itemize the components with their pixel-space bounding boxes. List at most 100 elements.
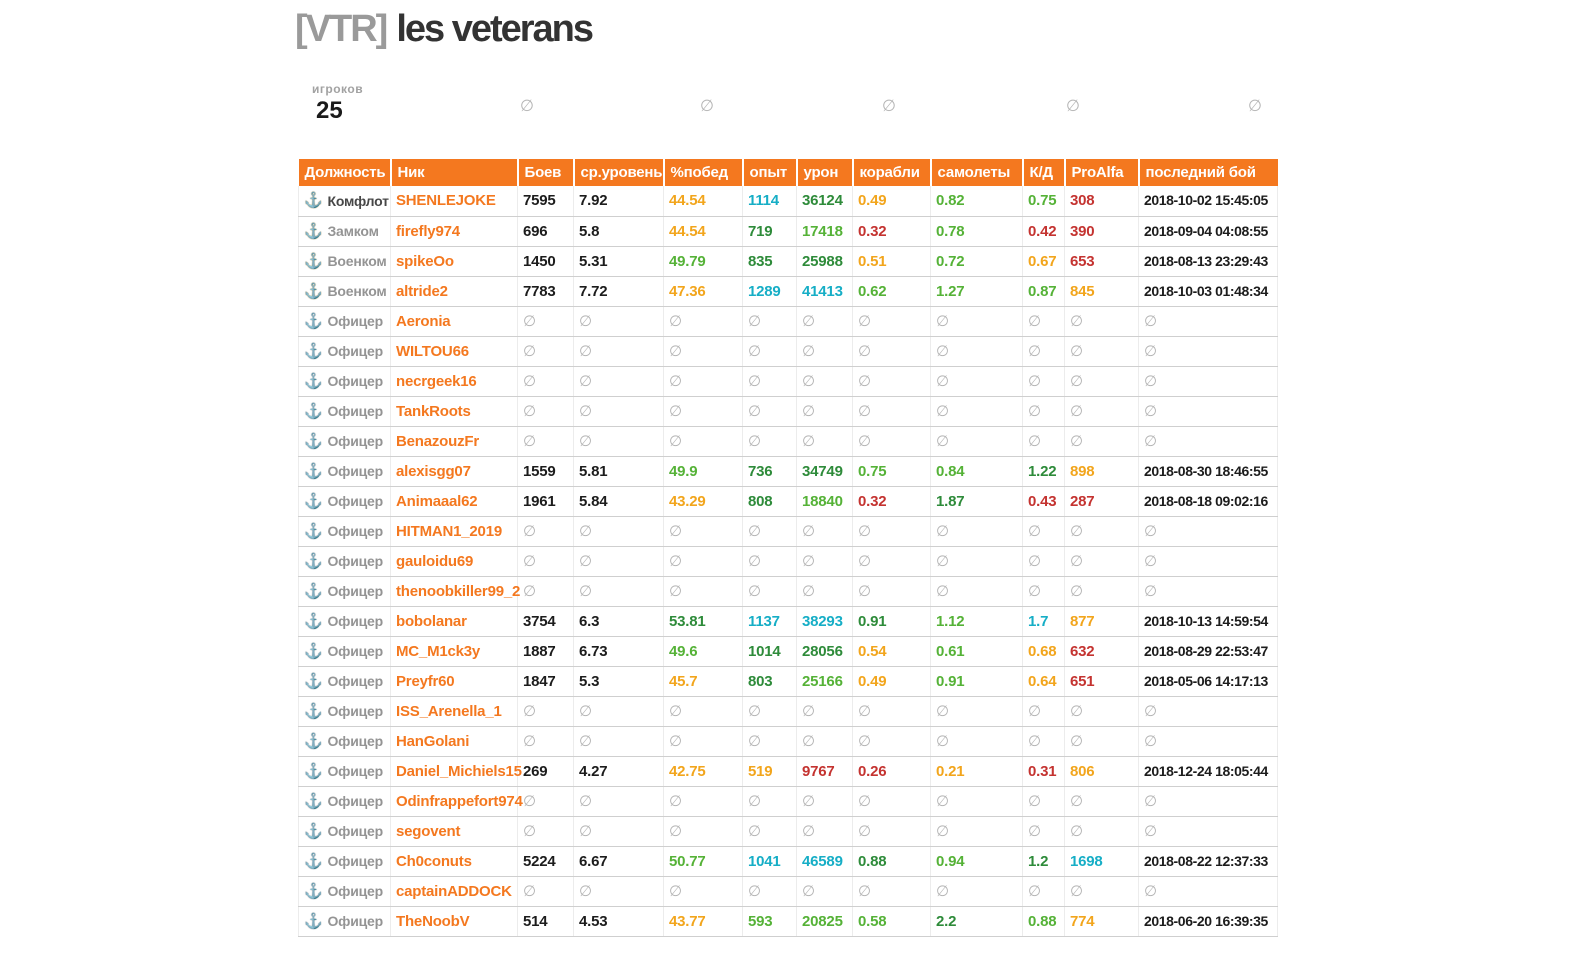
player-nick-link[interactable]: Aeronia: [396, 312, 451, 330]
player-nick-link[interactable]: necrgeek16: [396, 372, 477, 390]
table-row: ⚓ Комфлот SHENLEJOKE 7595 7.92 44.54 1114 36124…: [298, 186, 1278, 217]
stat-cell-exp: 1137: [742, 606, 797, 637]
page-title: [VTR] les veterans: [295, 8, 594, 51]
player-nick-link[interactable]: firefly974: [396, 222, 460, 240]
column-header-last_battle[interactable]: последний бой: [1138, 159, 1278, 186]
stat-value: 0.75: [858, 462, 887, 480]
no-data-icon: ∅: [858, 583, 871, 600]
no-data-icon: ∅: [858, 553, 871, 570]
stat-value: 2018-06-20 16:39:35: [1144, 912, 1268, 929]
column-header-battles[interactable]: Боев: [517, 159, 575, 186]
rank-label: Офицер: [327, 673, 383, 689]
stat-cell-battles: ∅: [517, 726, 574, 757]
stat-value: 0.31: [1028, 762, 1057, 780]
stat-value: 0.43: [1028, 492, 1057, 510]
stat-cell-proalfa: ∅: [1064, 876, 1139, 907]
no-data-icon: ∅: [523, 703, 536, 720]
stat-cell-kd: ∅: [1022, 336, 1065, 367]
column-header-dmg[interactable]: урон: [796, 159, 854, 186]
stat-value: 845: [1070, 282, 1095, 300]
rank-cell: ⚓ Офицер: [298, 366, 391, 397]
player-nick-link[interactable]: Ch0conuts: [396, 852, 472, 870]
stat-cell-last_battle: 2018-10-13 14:59:54: [1138, 606, 1278, 637]
player-nick-link[interactable]: Daniel_Michiels15: [396, 762, 522, 780]
stat-cell-battles: ∅: [517, 366, 574, 397]
stat-cell-battles: 5224: [517, 846, 574, 877]
stat-cell-win_pct: ∅: [663, 576, 743, 607]
stat-value: 5.31: [579, 252, 608, 270]
stat-cell-exp: 1289: [742, 276, 797, 307]
player-nick-link[interactable]: TankRoots: [396, 402, 471, 420]
player-nick-link[interactable]: HanGolani: [396, 732, 470, 750]
player-nick-link[interactable]: Animaaal62: [396, 492, 478, 510]
stat-cell-win_pct: ∅: [663, 786, 743, 817]
stat-cell-ships: ∅: [852, 426, 931, 457]
stat-value: 2018-08-18 09:02:16: [1144, 492, 1268, 509]
player-nick-link[interactable]: MC_M1ck3y: [396, 642, 481, 660]
column-header-rank[interactable]: Должность: [298, 159, 392, 186]
player-nick-link[interactable]: captainADDOCK: [396, 882, 512, 900]
column-header-avg_level[interactable]: ср.уровень: [573, 159, 665, 186]
column-header-win_pct[interactable]: %побед: [663, 159, 744, 186]
stat-cell-ships: ∅: [852, 816, 931, 847]
stat-cell-dmg: 36124: [796, 186, 853, 217]
player-nick-link[interactable]: Odinfrappefort974: [396, 792, 523, 810]
no-data-icon: ∅: [523, 883, 536, 900]
column-header-ships[interactable]: корабли: [852, 159, 932, 186]
stat-cell-battles: 696: [517, 216, 574, 247]
stat-cell-win_pct: ∅: [663, 306, 743, 337]
rank-anchor-icon: ⚓: [304, 432, 323, 450]
rank-cell: ⚓ Офицер: [298, 336, 391, 367]
column-header-nick[interactable]: Ник: [390, 159, 519, 186]
rank-cell: ⚓ Офицер: [298, 696, 391, 727]
stat-value: 0.78: [936, 222, 965, 240]
player-nick-link[interactable]: SHENLEJOKE: [396, 192, 496, 210]
stat-cell-last_battle: ∅: [1138, 726, 1278, 757]
nick-cell: bobolanar: [390, 606, 518, 637]
no-data-icon: ∅: [523, 343, 536, 360]
stat-value: 44.54: [669, 222, 706, 240]
player-nick-link[interactable]: ISS_Arenella_1: [396, 702, 502, 720]
no-data-icon: ∅: [669, 523, 682, 540]
no-data-icon: ∅: [748, 343, 761, 360]
column-header-exp[interactable]: опыт: [742, 159, 798, 186]
stat-value: 1137: [748, 612, 780, 630]
stat-cell-planes: 2.2: [930, 906, 1023, 937]
no-data-icon: ∅: [802, 313, 815, 330]
player-nick-link[interactable]: gauloidu69: [396, 552, 474, 570]
column-header-proalfa[interactable]: ProAlfa: [1064, 159, 1140, 186]
stat-cell-avg_level: 6.67: [573, 846, 664, 877]
column-header-planes[interactable]: самолеты: [930, 159, 1024, 186]
player-nick-link[interactable]: BenazouzFr: [396, 432, 480, 450]
player-nick-link[interactable]: HITMAN1_2019: [396, 522, 502, 540]
stat-value: 2018-09-04 04:08:55: [1144, 222, 1268, 239]
stat-cell-planes: ∅: [930, 366, 1023, 397]
summary-no-data-icon: ∅: [1066, 98, 1080, 115]
player-nick-link[interactable]: TheNoobV: [396, 912, 470, 930]
player-nick-link[interactable]: altride2: [396, 282, 448, 300]
no-data-icon: ∅: [1144, 343, 1157, 360]
stat-cell-win_pct: 43.77: [663, 906, 743, 937]
no-data-icon: ∅: [1070, 553, 1083, 570]
players-summary: игроков 25: [312, 82, 363, 125]
stat-value: 390: [1070, 222, 1095, 240]
rank-cell: ⚓ Офицер: [298, 636, 391, 667]
player-nick-link[interactable]: spikeOo: [396, 252, 454, 270]
player-nick-link[interactable]: Preyfr60: [396, 672, 455, 690]
stat-cell-planes: ∅: [930, 306, 1023, 337]
column-header-kd[interactable]: К/Д: [1022, 159, 1066, 186]
stat-cell-dmg: 25166: [796, 666, 853, 697]
player-nick-link[interactable]: WILTOU66: [396, 342, 469, 360]
player-nick-link[interactable]: segovent: [396, 822, 461, 840]
no-data-icon: ∅: [669, 583, 682, 600]
player-nick-link[interactable]: bobolanar: [396, 612, 467, 630]
stat-value: 898: [1070, 462, 1095, 480]
stat-cell-proalfa: 774: [1064, 906, 1139, 937]
no-data-icon: ∅: [1070, 883, 1083, 900]
stat-value: 0.88: [858, 852, 887, 870]
stat-value: 774: [1070, 912, 1095, 930]
player-nick-link[interactable]: alexisgg07: [396, 462, 471, 480]
no-data-icon: ∅: [1028, 373, 1041, 390]
player-nick-link[interactable]: thenoobkiller99_2: [396, 582, 521, 600]
